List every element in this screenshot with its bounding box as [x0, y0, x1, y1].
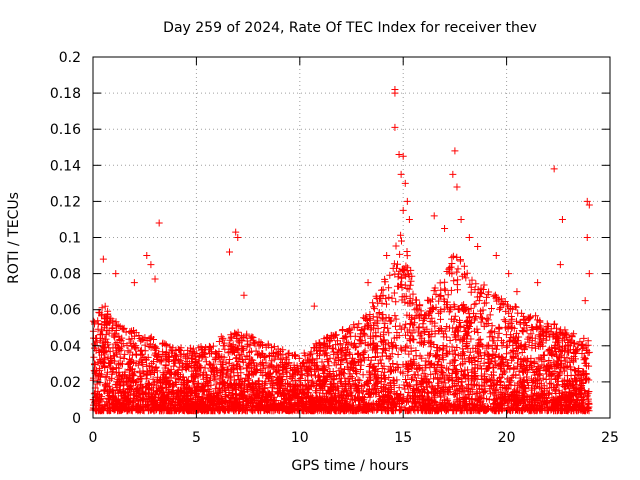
y-tick-label: 0.14	[50, 158, 81, 174]
data-point	[585, 270, 593, 278]
y-tick-label: 0.08	[50, 267, 81, 283]
data-point	[99, 255, 107, 263]
data-point	[155, 219, 163, 227]
x-tick-label: 10	[291, 430, 309, 446]
data-point	[240, 291, 248, 299]
data-point	[513, 288, 521, 296]
data-point	[364, 279, 372, 287]
x-tick-label: 25	[601, 430, 619, 446]
grid-lines	[93, 57, 610, 418]
data-point	[234, 234, 242, 241]
x-tick-label: 0	[89, 430, 98, 446]
x-tick-label: 15	[394, 430, 412, 446]
data-point	[492, 252, 500, 260]
data-point	[383, 252, 391, 260]
data-point	[112, 270, 120, 278]
data-point	[441, 224, 449, 232]
y-tick-label: 0.18	[50, 86, 81, 102]
data-point	[585, 201, 593, 209]
data-point	[143, 252, 151, 260]
data-point	[399, 206, 407, 214]
x-tick-label: 20	[498, 430, 516, 446]
data-point	[405, 215, 413, 223]
data-point	[151, 275, 159, 283]
data-point	[401, 179, 409, 187]
data-point	[550, 165, 558, 173]
data-points	[89, 85, 593, 415]
data-point	[581, 297, 589, 305]
y-tick-label: 0.04	[50, 339, 81, 355]
data-point	[391, 123, 399, 131]
data-point	[453, 183, 461, 191]
data-point	[310, 302, 318, 310]
y-tick-label: 0.2	[59, 50, 81, 66]
data-point	[147, 261, 155, 269]
data-point	[232, 228, 240, 236]
x-axis-title: GPS time / hours	[291, 458, 408, 474]
data-point	[403, 197, 411, 205]
chart-title: Day 259 of 2024, Rate Of TEC Index for r…	[163, 20, 537, 36]
data-point	[474, 243, 482, 251]
data-point	[583, 234, 591, 241]
data-point	[130, 279, 138, 287]
y-tick-label: 0.12	[50, 194, 81, 210]
data-point	[397, 170, 405, 178]
data-point	[505, 270, 513, 278]
data-point	[534, 279, 542, 287]
data-point	[451, 147, 459, 155]
y-tick-label: 0.16	[50, 122, 81, 138]
data-point	[449, 170, 457, 178]
data-point	[430, 212, 438, 220]
x-tick-label: 5	[192, 430, 201, 446]
y-tick-label: 0.06	[50, 303, 81, 319]
data-point	[558, 215, 566, 223]
axis-ticks: 0 0.02 0.04 0.06 0.08 0.1 0.12 0.14 0.16 0.18 0.2 0…	[50, 50, 619, 446]
y-tick-label: 0	[72, 411, 81, 427]
data-point	[225, 248, 233, 256]
data-point	[583, 197, 591, 205]
data-point	[465, 234, 473, 241]
y-axis-title: ROTI / TECUs	[6, 192, 22, 284]
data-point	[395, 150, 403, 158]
data-point	[391, 89, 399, 97]
data-point	[556, 261, 564, 269]
data-point	[399, 152, 407, 160]
y-tick-label: 0.02	[50, 375, 81, 391]
y-tick-label: 0.1	[59, 231, 81, 247]
data-point-cloud	[89, 231, 593, 415]
data-point	[457, 215, 465, 223]
